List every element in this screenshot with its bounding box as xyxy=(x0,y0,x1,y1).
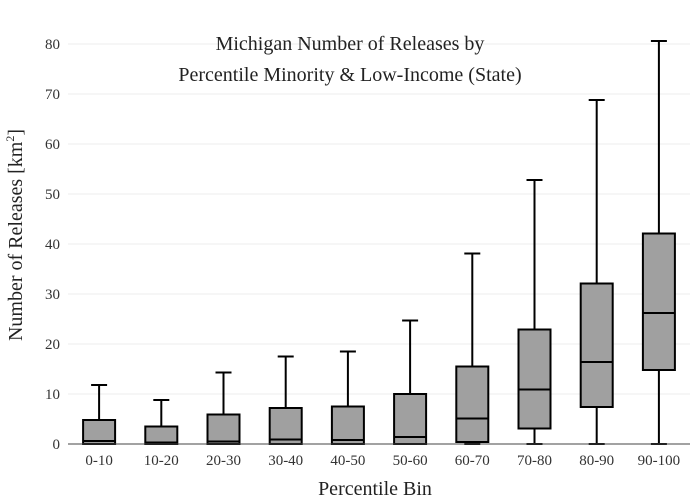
box-iqr xyxy=(455,365,490,443)
y-tick-label: 10 xyxy=(45,387,60,403)
x-tick-label: 80-90 xyxy=(579,453,614,469)
y-axis-title-superscript: 2 xyxy=(3,136,17,142)
box-60-70 xyxy=(455,252,490,445)
x-tick-label: 90-100 xyxy=(638,453,681,469)
x-axis-title: Percentile Bin xyxy=(318,478,432,500)
box-iqr xyxy=(393,393,428,445)
y-tick-label: 0 xyxy=(53,437,61,453)
box-iqr xyxy=(641,232,676,371)
box-iqr xyxy=(517,328,552,430)
y-tick-labels: 0 10 20 30 40 50 60 70 80 xyxy=(45,37,60,453)
y-tick-label: 70 xyxy=(45,87,60,103)
y-tick-label: 20 xyxy=(45,337,60,353)
chart-title-line2: Percentile Minority & Low-Income (State) xyxy=(178,64,521,86)
box-80-90 xyxy=(579,99,614,445)
x-tick-label: 10-20 xyxy=(144,453,179,469)
y-tick-label: 60 xyxy=(45,137,60,153)
y-tick-label: 50 xyxy=(45,187,60,203)
box-50-60 xyxy=(393,319,428,445)
box-40-50 xyxy=(330,350,365,445)
x-tick-label: 40-50 xyxy=(330,453,365,469)
y-axis-title-main: Number of Releases [km xyxy=(5,141,27,341)
box-iqr xyxy=(579,282,614,408)
y-tick-label: 80 xyxy=(45,37,60,53)
x-tick-label: 20-30 xyxy=(206,453,241,469)
box-10-20 xyxy=(144,399,179,445)
box-iqr xyxy=(330,405,365,445)
gridlines xyxy=(68,43,690,395)
x-tick-label: 60-70 xyxy=(455,453,490,469)
x-tick-labels: 0-10 10-20 20-30 30-40 40-50 50-60 60-70 70-80 8… xyxy=(85,453,680,469)
box-70-80 xyxy=(517,179,552,445)
y-axis-title-close: ] xyxy=(5,129,27,136)
y-tick-label: 40 xyxy=(45,237,60,253)
x-tick-label: 0-10 xyxy=(85,453,113,469)
x-tick-label: 50-60 xyxy=(393,453,428,469)
y-tick-label: 30 xyxy=(45,287,60,303)
box-20-30 xyxy=(206,371,241,445)
y-axis-title: Number of Releases [km2] xyxy=(3,129,27,341)
x-tick-label: 70-80 xyxy=(517,453,552,469)
boxes xyxy=(82,40,676,445)
x-tick-label: 30-40 xyxy=(268,453,303,469)
box-iqr xyxy=(268,407,303,445)
box-iqr xyxy=(206,413,241,445)
box-90-100 xyxy=(641,40,676,445)
box-iqr xyxy=(144,425,179,445)
box-30-40 xyxy=(268,355,303,445)
chart-title-line1: Michigan Number of Releases by xyxy=(216,33,485,55)
